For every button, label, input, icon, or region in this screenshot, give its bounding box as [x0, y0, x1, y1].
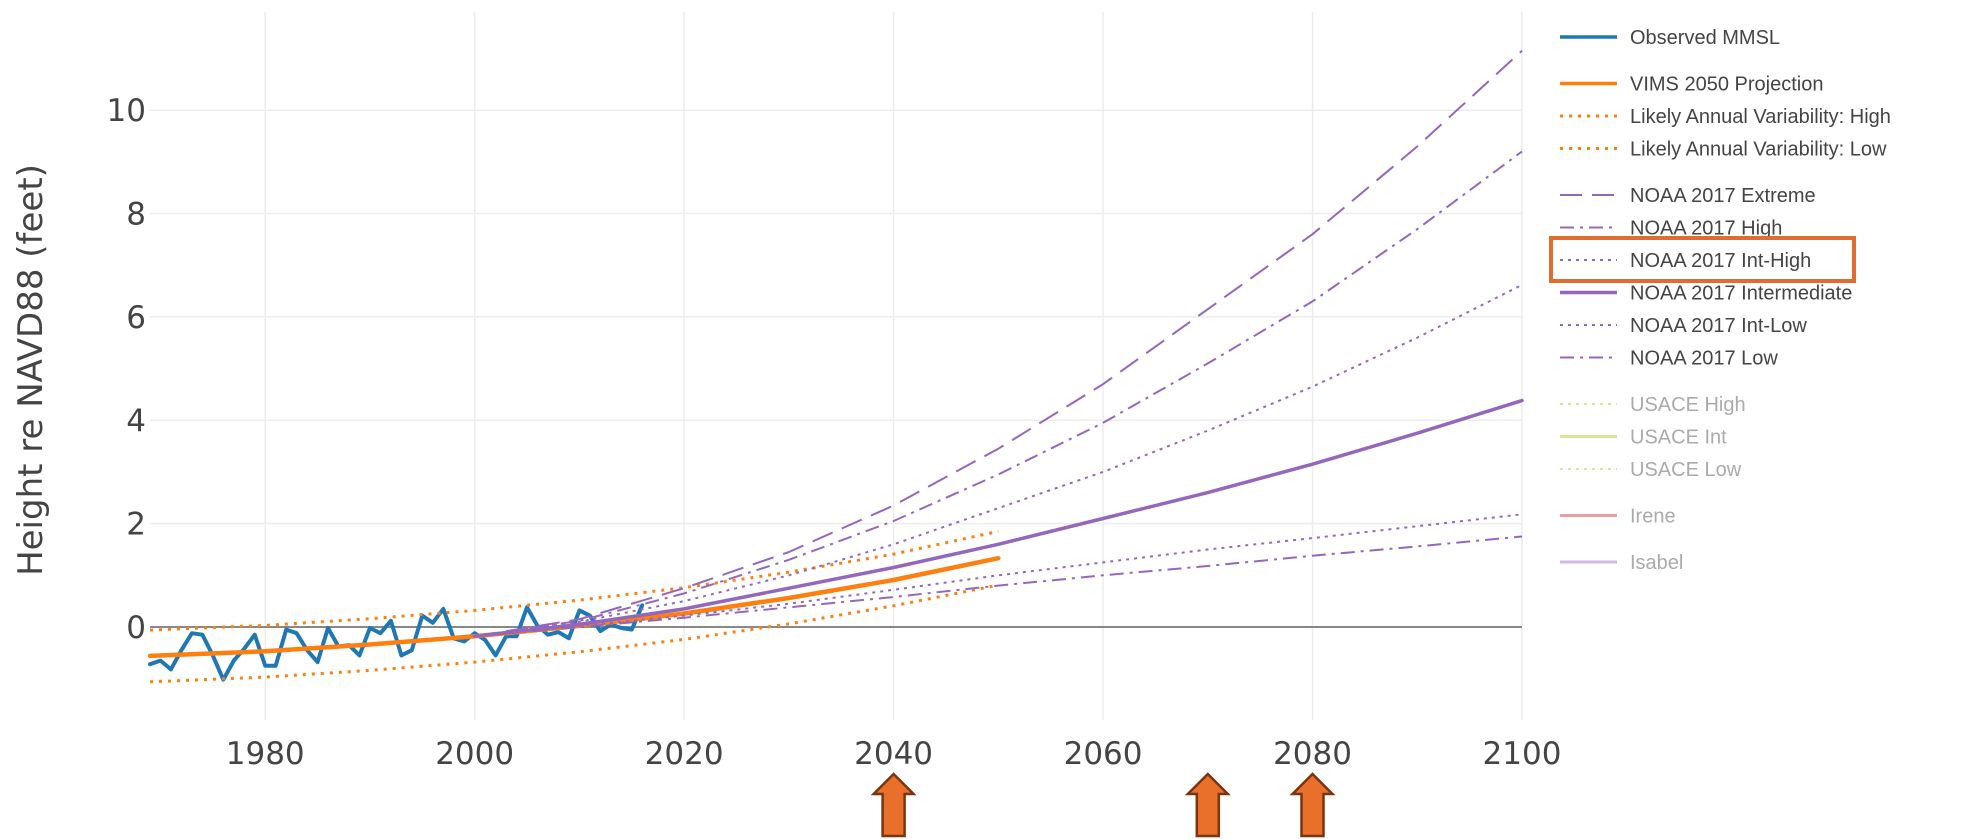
legend-item: NOAA 2017 High [1560, 218, 1782, 240]
series-line [149, 529, 999, 632]
y-tick-label: 4 [126, 403, 146, 439]
y-tick-label: 6 [126, 300, 146, 336]
series-line [148, 603, 645, 682]
legend-item: Likely Annual Variability: High [1560, 106, 1891, 128]
x-tick-label: 2020 [645, 736, 724, 772]
legend-item: Observed MMSL [1560, 27, 1780, 49]
legend-item: USACE Low [1560, 459, 1742, 481]
series-line [474, 50, 1523, 638]
legend-item: NOAA 2017 Intermediate [1560, 283, 1852, 305]
x-tick-label: 2000 [435, 736, 514, 772]
x-axis-ticks: 1980 2000 2020 2040 2060 2080 2100 [226, 736, 1562, 772]
series-line [474, 150, 1523, 638]
legend-label: Isabel [1630, 552, 1683, 574]
legend-label: NOAA 2017 Int-High [1630, 250, 1811, 272]
legend-label: NOAA 2017 Int-Low [1630, 315, 1807, 337]
x-tick-label: 1980 [226, 736, 305, 772]
legend-item: NOAA 2017 Int-High [1560, 250, 1811, 272]
grid-lines [150, 12, 1523, 720]
y-tick-label: 0 [126, 610, 146, 646]
y-tick-label: 8 [126, 197, 146, 233]
series-line [474, 284, 1523, 638]
y-tick-label: 2 [126, 507, 146, 543]
legend-item: NOAA 2017 Int-Low [1560, 315, 1807, 337]
y-tick-label: 10 [107, 93, 146, 129]
legend-label: NOAA 2017 Extreme [1630, 185, 1816, 207]
legend-label: NOAA 2017 High [1630, 218, 1782, 240]
legend-item: NOAA 2017 Extreme [1560, 185, 1816, 207]
x-tick-label: 2100 [1483, 736, 1562, 772]
series-line [472, 398, 1524, 639]
series-line [474, 535, 1523, 638]
arrow-up-icon [870, 772, 917, 838]
legend-item: VIMS 2050 Projection [1560, 74, 1823, 96]
legend-label: Likely Annual Variability: Low [1630, 139, 1887, 161]
arrow-up-icon [1289, 772, 1336, 838]
legend-item: NOAA 2017 Low [1560, 348, 1778, 370]
y-axis-ticks: 0 2 4 6 8 10 [107, 93, 146, 646]
legend-label: USACE High [1630, 394, 1746, 416]
legend-item: Likely Annual Variability: Low [1560, 139, 1887, 161]
legend-item: USACE Int [1560, 427, 1727, 449]
arrow-up-icon [1184, 772, 1231, 838]
y-axis-label: Height re NAVD88 (feet) [11, 164, 51, 576]
legend-label: Likely Annual Variability: High [1630, 106, 1891, 128]
legend-label: USACE Int [1630, 427, 1727, 449]
legend-label: VIMS 2050 Projection [1630, 74, 1823, 96]
series-line [149, 583, 999, 684]
legend-label: Observed MMSL [1630, 27, 1780, 49]
legend-item: Isabel [1560, 552, 1683, 574]
legend-item: Irene [1560, 506, 1676, 528]
legend-label: Irene [1630, 506, 1676, 528]
legend-label: USACE Low [1630, 459, 1742, 481]
legend: Observed MMSL VIMS 2050 Projection Likely … [1560, 27, 1891, 574]
series-layer [147, 50, 1524, 684]
legend-highlight-box [1549, 236, 1856, 283]
legend-label: NOAA 2017 Intermediate [1630, 283, 1852, 305]
arrow-markers [870, 772, 1336, 838]
legend-label: NOAA 2017 Low [1630, 348, 1778, 370]
x-tick-label: 2060 [1064, 736, 1143, 772]
legend-item: USACE High [1560, 394, 1746, 416]
x-tick-label: 2080 [1273, 736, 1352, 772]
x-tick-label: 2040 [854, 736, 933, 772]
